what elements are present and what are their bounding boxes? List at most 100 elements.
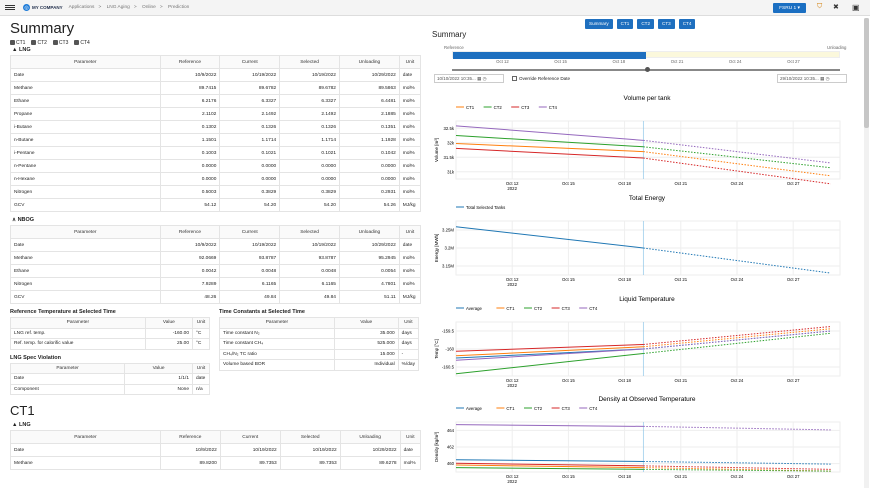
x-tick-label: Oct 12 [506, 378, 519, 383]
column-header[interactable]: Parameter [219, 317, 335, 329]
table-cell: 10/19/2022 [279, 238, 340, 252]
column-header[interactable]: Parameter [10, 55, 161, 69]
section-nbog-toggle[interactable]: ∧ NBOG [12, 217, 35, 223]
table-cell: 54.20 [219, 198, 281, 212]
table-cell: 89.6278 [339, 456, 401, 470]
tab-ct2[interactable]: CT2 [637, 19, 655, 29]
column-header[interactable]: Value [333, 317, 399, 329]
hamburger-menu-icon[interactable] [5, 4, 15, 11]
table-cell: mol% [398, 264, 422, 278]
series-line-ct1 [455, 464, 644, 469]
column-header[interactable]: Selected [279, 430, 341, 444]
column-header[interactable]: Unloading [338, 225, 400, 239]
column-header[interactable]: Parameter [10, 317, 146, 329]
breadcrumb-online[interactable]: Online [141, 5, 156, 10]
timeline-tick: Oct 27 [787, 59, 800, 64]
series-line-ct1 [455, 346, 644, 357]
reference-date-input[interactable]: 10/10/2022 10:35... ▦ ◷ [434, 74, 504, 83]
table-cell: n-Butane [10, 133, 161, 147]
column-header[interactable]: Unit [398, 55, 422, 69]
timeline-bar[interactable] [452, 51, 840, 59]
section-ct1-lng-toggle[interactable]: ▲ LNG [12, 422, 31, 428]
tab-summary[interactable]: Summary [585, 19, 613, 29]
table-cell: MJ/kg [398, 290, 422, 304]
column-header[interactable]: Reference [159, 225, 221, 239]
column-header[interactable]: Unloading [338, 55, 400, 69]
slider-handle[interactable] [645, 67, 650, 72]
series-forecast-ct4 [643, 425, 831, 431]
table-row: LNG ref. temp. -160.00 °C [10, 327, 210, 339]
left-panel: Summary CT1 CT2 CT3 CT4 ▲ LNG Parameter R… [10, 16, 422, 490]
tank-checkboxes: CT1 CT2 CT3 CT4 [10, 38, 422, 46]
checkbox-ct2[interactable]: CT2 [31, 39, 47, 46]
table-cell: i-Pentane [10, 146, 161, 160]
column-header[interactable]: Value [124, 362, 193, 374]
table-cell: 10/9/2022 [159, 443, 221, 457]
checkbox-ct4[interactable]: CT4 [74, 39, 90, 46]
timeline-tick: Oct 18 [612, 59, 626, 64]
series-line-ct2 [455, 467, 644, 470]
series-forecast-ct2 [643, 332, 831, 354]
table-cell: - [397, 348, 420, 360]
column-header[interactable]: Parameter [10, 362, 126, 374]
x-tick-label: Oct 21 [674, 181, 687, 186]
column-header[interactable]: Selected [279, 55, 340, 69]
column-header[interactable]: Current [219, 430, 281, 444]
checkbox-ct3[interactable]: CT3 [52, 39, 68, 46]
section-lng-toggle[interactable]: ▲ LNG [12, 47, 31, 53]
column-header[interactable]: Unloading [339, 430, 401, 444]
column-header[interactable]: Unit [399, 430, 422, 444]
y-tick-label: 3.15M [442, 264, 454, 269]
table-cell: 0.0000 [159, 159, 221, 173]
table-cell: 10/29/2022 [339, 443, 401, 457]
column-header[interactable]: Unit [192, 317, 210, 329]
table-row: Component None n/a [10, 383, 210, 395]
table-row: Date 10/9/2022 10/19/2022 10/19/2022 10/29/2… [10, 238, 422, 252]
table-cell: 0.1003 [159, 146, 221, 160]
series-line-ct2 [455, 135, 644, 148]
fsru-select[interactable]: FSRU 1 ▾ [773, 3, 806, 13]
column-header[interactable]: Unit [397, 317, 420, 329]
page-scrollbar[interactable] [864, 18, 869, 488]
tab-ct3[interactable]: CT3 [658, 19, 675, 29]
checkbox-ct1[interactable]: CT1 [10, 39, 25, 46]
nbog-table: Parameter Reference Current Selected Unloadi… [10, 225, 422, 304]
override-reference-checkbox[interactable]: Override Reference Date [512, 75, 570, 81]
table-row: Date 10/9/2022 10/19/2022 10/19/2022 10/29/2… [10, 68, 422, 82]
table-cell: GCV [10, 198, 161, 212]
y-tick-label: 462 [447, 445, 455, 450]
column-header[interactable]: Reference [159, 55, 221, 69]
date-slider[interactable] [452, 67, 840, 72]
column-header[interactable]: Unit [398, 225, 422, 239]
table-cell: 2.1102 [159, 107, 221, 121]
table-cell: Methane [10, 81, 161, 95]
breadcrumb-applications[interactable]: Applications [68, 5, 95, 10]
table-row: Time constant CH₄ 525.000 days [219, 338, 420, 350]
column-header[interactable]: Current [219, 55, 281, 69]
y-axis-label: Density [kg/m³] [434, 432, 439, 462]
tab-ct1[interactable]: CT1 [616, 19, 634, 29]
y-tick-label: 31k [447, 169, 455, 174]
table-cell: 93.8787 [219, 251, 281, 265]
table-cell: days [397, 327, 420, 339]
table-cell: Propane [10, 107, 161, 121]
shield-icon[interactable]: ⛉ [817, 3, 823, 10]
column-header[interactable]: Parameter [10, 430, 161, 444]
column-header[interactable]: Current [219, 225, 281, 239]
column-header[interactable]: Selected [279, 225, 340, 239]
table-cell: Nitrogen [10, 277, 161, 291]
unloading-date-input[interactable]: 29/10/2022 10:35... ▦ ◷ [777, 74, 847, 83]
column-header[interactable]: Parameter [10, 225, 161, 239]
tab-ct4[interactable]: CT4 [678, 19, 696, 29]
breadcrumb-prediction[interactable]: Prediction [168, 5, 190, 10]
reference-label: Reference [444, 45, 464, 50]
column-header[interactable]: Value [144, 317, 194, 329]
breadcrumb-lng-aging[interactable]: LNG Aging [106, 5, 130, 10]
scrollbar-thumb[interactable] [864, 18, 869, 128]
tools-icon[interactable]: ✖ [833, 4, 839, 11]
legend-label: CT2 [534, 406, 543, 411]
column-header[interactable]: Reference [159, 430, 221, 444]
column-header[interactable]: Unit [192, 362, 210, 374]
user-icon[interactable]: ▣ [852, 3, 860, 12]
table-row: n-Hexane 0.0000 0.0000 0.0000 0.0000 mol% [10, 172, 422, 186]
